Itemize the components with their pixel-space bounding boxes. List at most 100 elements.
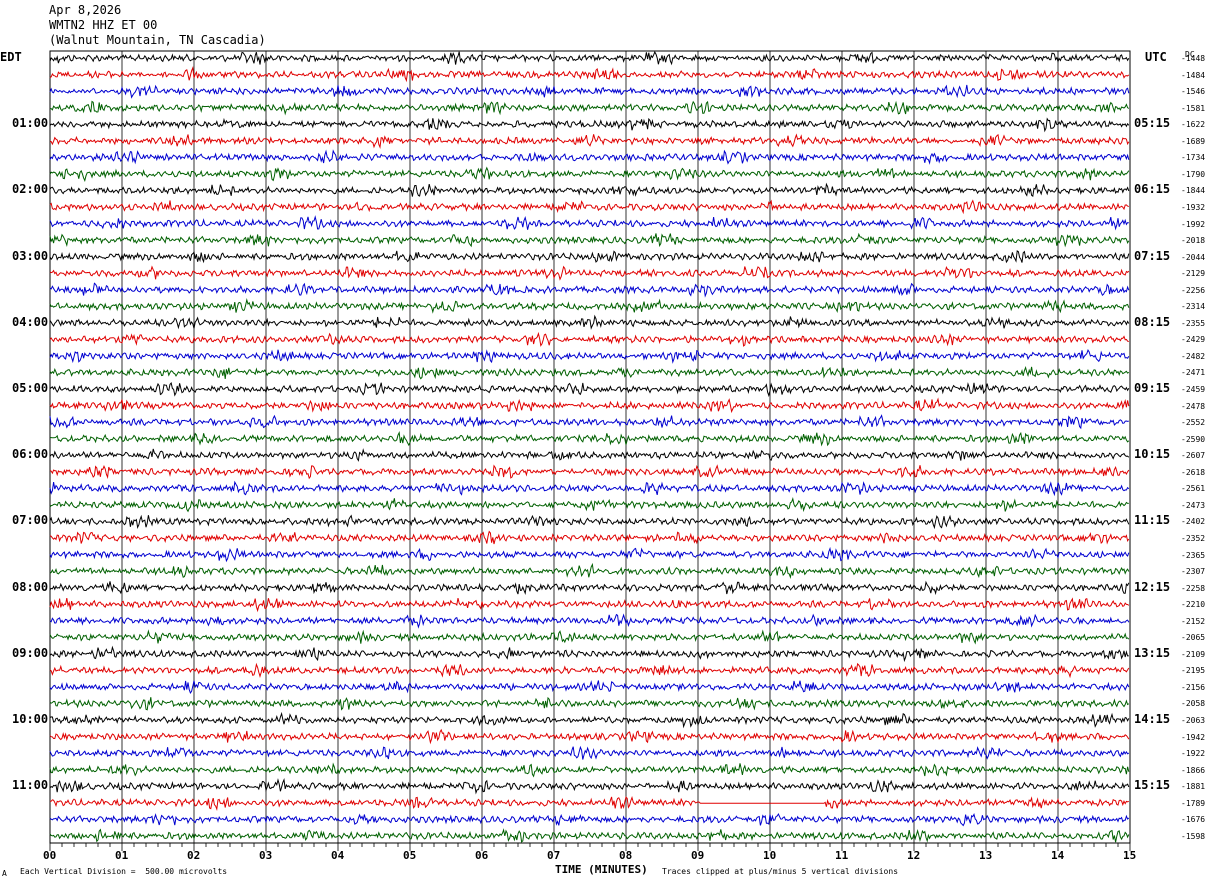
dc-offset-label: -1942 (1181, 732, 1206, 742)
x-tick-label: 14 (1051, 849, 1065, 862)
left-hour-label: 06:00 (12, 447, 49, 462)
dc-offset-label: -2314 (1181, 302, 1206, 312)
dc-offset-label: -2429 (1181, 335, 1206, 345)
right-hour-label: 12:15 (1134, 579, 1171, 594)
x-tick-label: 07 (547, 849, 561, 862)
dc-offset-label: -1448 (1181, 54, 1206, 63)
seismic-trace (49, 562, 1130, 580)
dc-offset-label: -1866 (1181, 765, 1206, 775)
dc-offset-label: -1844 (1181, 186, 1206, 196)
seismic-trace (49, 365, 1130, 380)
left-hour-label: 08:00 (12, 579, 49, 594)
seismic-trace (49, 414, 1129, 430)
seismic-trace (49, 448, 1130, 462)
dc-offset-label: -1932 (1181, 202, 1206, 212)
seismic-trace (49, 480, 1130, 497)
seismic-trace (49, 762, 1130, 778)
dc-offset-label: -2109 (1181, 649, 1206, 659)
dc-offset-label: -1581 (1181, 103, 1206, 113)
left-hour-label: 03:00 (12, 248, 49, 263)
x-tick-label: 09 (691, 849, 705, 862)
seismic-trace (49, 314, 1130, 330)
seismic-trace (49, 680, 1130, 694)
dc-offset-label: -1790 (1181, 169, 1206, 179)
right-hour-label: 08:15 (1134, 314, 1171, 329)
seismic-trace (49, 149, 1130, 165)
dc-offset-label: -2307 (1181, 567, 1206, 577)
dc-offset-label: -2129 (1181, 269, 1206, 279)
seismic-trace (49, 382, 1130, 398)
clip-note: Traces clipped at plus/minus 5 vertical … (662, 867, 899, 876)
dc-offset-label: -2256 (1181, 285, 1206, 295)
seismic-trace (49, 645, 1129, 663)
right-hour-label: 09:15 (1134, 381, 1171, 395)
dc-offset-label: -2618 (1181, 467, 1206, 477)
dc-offset-label: -2058 (1181, 699, 1206, 709)
seismic-trace (49, 215, 1129, 231)
seismic-trace (49, 182, 1130, 197)
left-hour-label: 07:00 (12, 513, 49, 528)
seismic-trace (49, 530, 1130, 545)
right-hour-label: 14:15 (1134, 712, 1171, 726)
left-hour-label: 04:00 (12, 314, 49, 329)
dc-offset-label: -2152 (1181, 616, 1206, 626)
x-tick-label: 15 (1123, 849, 1137, 862)
left-hour-label: 02:00 (12, 182, 49, 197)
seismic-trace (49, 430, 1130, 447)
dc-offset-label: -2552 (1181, 418, 1206, 428)
dc-offset-label: -2402 (1181, 517, 1206, 527)
x-tick-label: 11 (835, 849, 849, 862)
dc-offset-label: -2471 (1181, 368, 1206, 378)
x-tick-label: 13 (979, 849, 993, 862)
dc-offset-label: -2156 (1181, 682, 1206, 692)
seismic-trace (49, 282, 1130, 298)
seismic-trace (49, 298, 1130, 314)
dc-header-label: DC (1185, 50, 1195, 59)
dc-offset-label: -2018 (1181, 236, 1206, 246)
left-timezone-label: EDT (0, 50, 22, 64)
dc-offset-label: -1676 (1181, 815, 1206, 825)
dc-offset-label: -2195 (1181, 666, 1206, 676)
x-tick-label: 02 (187, 849, 201, 862)
x-tick-label: 04 (331, 849, 345, 862)
seismic-trace (49, 464, 1130, 480)
x-axis-label: TIME (MINUTES) (555, 863, 648, 876)
corner-mark: A (2, 869, 7, 878)
right-hour-label: 07:15 (1134, 248, 1171, 263)
x-tick-label: 10 (763, 849, 777, 862)
left-hour-label: 11:00 (12, 778, 49, 793)
channel-label: WMTN2 HHZ ET 00 (49, 18, 158, 32)
dc-offset-label: -2063 (1181, 716, 1206, 725)
dc-offset-label: -1622 (1181, 120, 1206, 130)
seismic-trace (49, 199, 1129, 215)
seismic-trace (49, 813, 1130, 827)
x-tick-label: 00 (43, 849, 57, 862)
seismic-trace (49, 597, 1130, 613)
right-hour-label: 10:15 (1134, 447, 1171, 462)
right-hour-label: 11:15 (1134, 513, 1171, 528)
dc-offset-label: -2352 (1181, 533, 1206, 543)
seismic-trace (49, 117, 1130, 133)
dc-offset-label: -1922 (1181, 749, 1206, 759)
seismic-trace (49, 133, 1130, 149)
seismic-trace (49, 629, 1130, 645)
seismic-trace (49, 50, 1130, 66)
dc-offset-label: -2065 (1181, 633, 1206, 643)
dc-offset-label: -1689 (1181, 136, 1206, 146)
dc-offset-label: -1881 (1181, 782, 1206, 792)
scale-note: Each Vertical Division = 500.00 microvol… (20, 867, 228, 876)
dc-offset-label: -2258 (1181, 583, 1206, 593)
seismic-trace (49, 331, 1129, 347)
seismic-trace (49, 828, 1130, 843)
seismic-trace (49, 514, 1130, 530)
seismic-trace (49, 397, 1130, 414)
seismic-trace (49, 745, 1130, 760)
seismic-trace (49, 265, 1130, 281)
left-hour-label: 01:00 (12, 116, 49, 131)
dc-offset-label: -2607 (1181, 451, 1206, 461)
dc-offset-label: -2459 (1181, 385, 1206, 394)
seismic-trace (50, 100, 1130, 116)
seismic-trace (49, 777, 1130, 795)
left-hour-label: 05:00 (12, 381, 49, 395)
